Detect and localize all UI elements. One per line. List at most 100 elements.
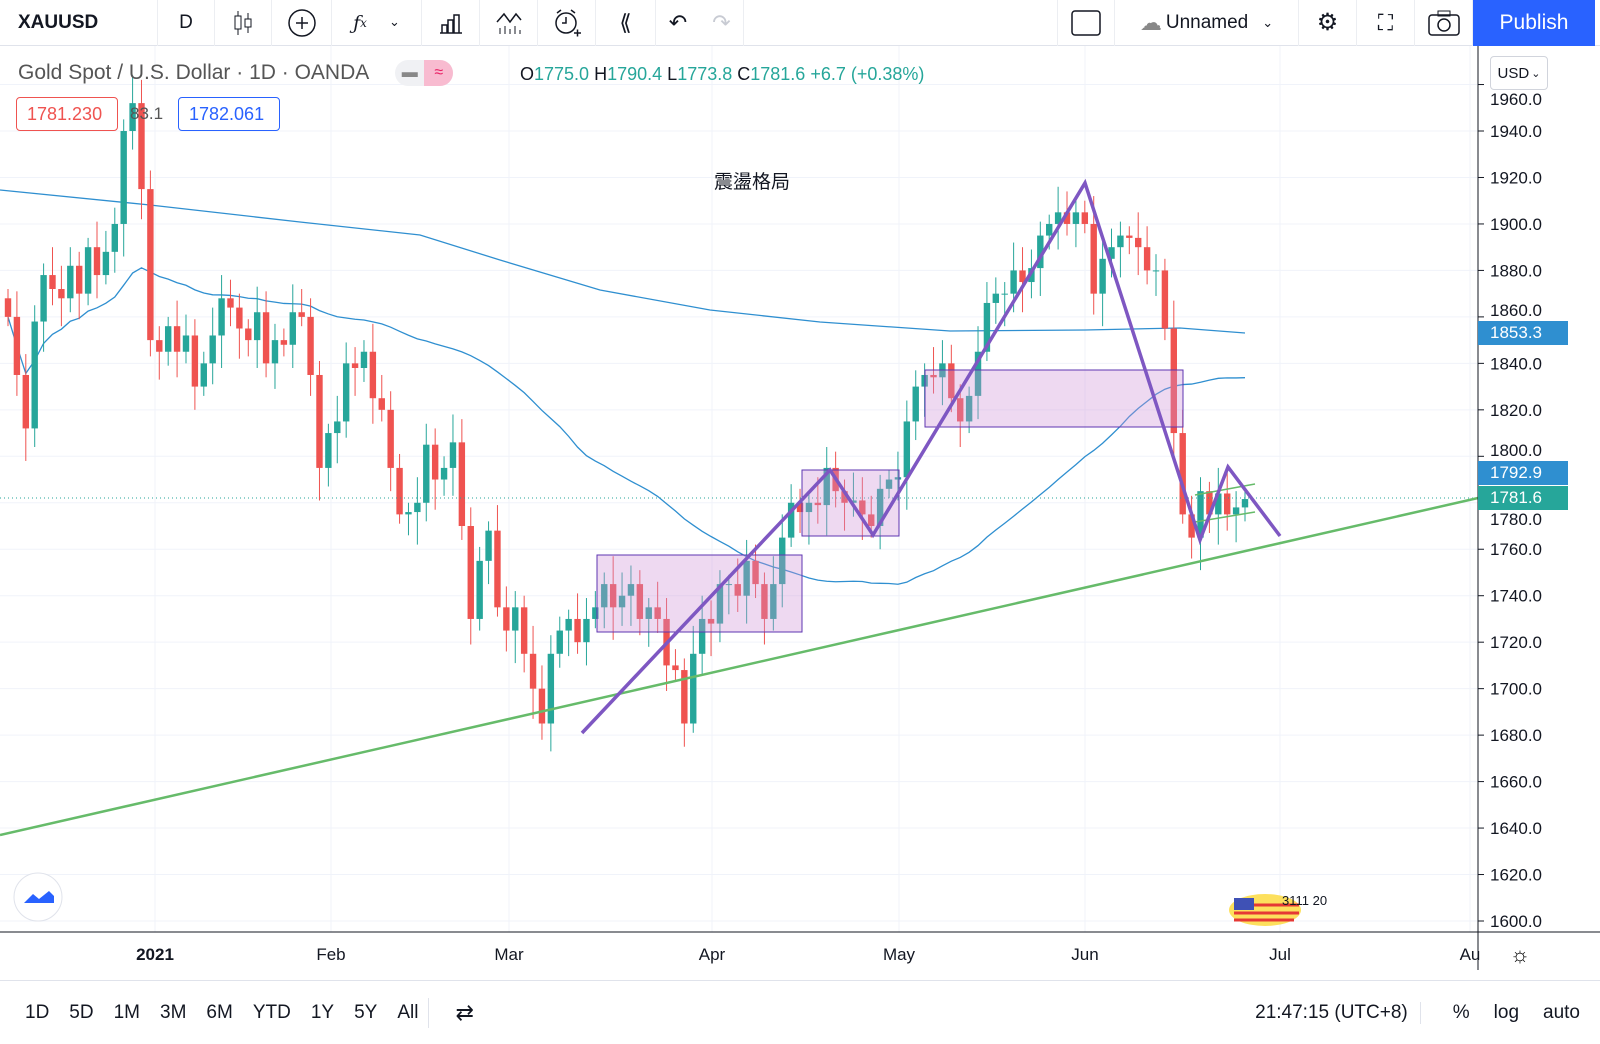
range-box-3[interactable] — [924, 369, 1184, 428]
templates-icon[interactable] — [480, 0, 538, 46]
clock[interactable]: 21:47:15 (UTC+8) — [1243, 1001, 1421, 1024]
candle — [84, 237, 92, 306]
price-label-ma-short: 1792.9 — [1478, 461, 1568, 485]
candle — [138, 79, 145, 220]
auto-toggle[interactable]: auto — [1543, 1001, 1580, 1023]
candle — [565, 609, 572, 657]
candle — [992, 277, 1000, 324]
price-tick-label: 1760.0 — [1490, 540, 1542, 559]
price-tick-label: 1840.0 — [1490, 354, 1542, 373]
buy-button[interactable]: 1782.061 — [178, 97, 280, 131]
range-6m[interactable]: 6M — [206, 1001, 233, 1023]
candle — [307, 298, 314, 396]
candle — [1054, 186, 1062, 250]
candle — [538, 665, 546, 740]
candle — [218, 275, 225, 369]
annotation-text[interactable]: 震盪格局 — [714, 170, 790, 193]
range-ytd[interactable]: YTD — [252, 1001, 291, 1023]
candlestick-icon[interactable] — [215, 0, 272, 46]
fullscreen-icon[interactable]: ⛶ — [1357, 0, 1415, 46]
price-axis[interactable]: 1600.0 1620.0 1640.0 1660.0 1680.0 1700.0 1720… — [1478, 84, 1542, 931]
range-3m[interactable]: 3M — [160, 1001, 187, 1023]
candle — [236, 293, 243, 359]
watermark-logo: 3111 20 — [1229, 893, 1327, 926]
sell-button[interactable]: 1781.230 — [16, 97, 118, 131]
candle — [253, 286, 261, 369]
price-tick-label: 1820.0 — [1490, 401, 1542, 420]
candle — [13, 291, 21, 396]
publish-button[interactable]: Publish — [1473, 0, 1595, 46]
candle — [823, 447, 830, 536]
candle — [654, 581, 661, 633]
chevron-down-icon[interactable]: ⌄ — [388, 15, 400, 30]
date-range-icon[interactable]: ⇄ — [455, 999, 474, 1025]
drawings[interactable]: 震盪格局 — [0, 170, 1479, 837]
axis-settings-icon[interactable]: ☼ — [1510, 942, 1530, 967]
log-toggle[interactable]: log — [1493, 1001, 1520, 1023]
candle — [974, 326, 982, 420]
time-tick-label: Mar — [494, 945, 524, 964]
range-box-1[interactable] — [596, 554, 803, 633]
time-axis[interactable]: 2021 Feb Mar Apr May Jun Jul Au — [136, 945, 1480, 964]
range-1d[interactable]: 1D — [25, 1001, 50, 1023]
ma-long-line — [0, 189, 1246, 334]
candle — [841, 479, 848, 531]
undo-icon[interactable]: ↶ — [668, 9, 688, 35]
candle — [262, 291, 270, 378]
ma-short-line — [7, 267, 1246, 585]
candle — [93, 221, 101, 299]
candle — [903, 400, 911, 510]
price-tick-label: 1740.0 — [1490, 587, 1542, 606]
legend-toggle[interactable]: ▬ ≈ — [395, 60, 454, 86]
range-all[interactable]: All — [397, 1001, 419, 1023]
candle — [298, 289, 305, 327]
add-compare-icon[interactable] — [272, 0, 332, 46]
candle — [147, 170, 154, 357]
zigzag-line[interactable] — [580, 178, 1282, 735]
price-tick-label: 1800.0 — [1490, 441, 1542, 460]
alert-icon[interactable] — [538, 0, 596, 46]
price-chart[interactable]: 震盪格局 1600.0 1620.0 1640.0 1660.0 1680.0 1700.… — [0, 46, 1600, 980]
currency-select[interactable]: USD ⌄ — [1490, 56, 1548, 90]
candle — [1099, 235, 1106, 327]
rectangle-icon[interactable] — [1057, 0, 1115, 46]
bottom-toolbar: 1D 5D 1M 3M 6M YTD 1Y 5Y All ⇄ 21:47:15 (UTC+8) … — [0, 980, 1600, 1044]
price-tick-label: 1660.0 — [1490, 773, 1542, 792]
candle — [779, 514, 786, 608]
candle — [609, 556, 617, 640]
indicators-icon[interactable]: ƒ x ⌄ — [332, 0, 422, 46]
redo-icon[interactable]: ↷ — [700, 0, 744, 46]
symbol-search[interactable]: XAUUSD — [0, 0, 158, 46]
replay-icon[interactable]: ⟪ — [596, 0, 656, 46]
candle — [173, 300, 181, 378]
candle — [520, 595, 528, 673]
price-tick-label: 1940.0 — [1490, 122, 1542, 141]
spread-value: 83.1 — [130, 104, 164, 123]
tradingview-logo[interactable] — [13, 872, 63, 922]
candle — [191, 319, 199, 410]
layout-menu[interactable]: ☁ Unnamed ⌄ — [1115, 0, 1299, 46]
price-tick-label: 1880.0 — [1490, 261, 1542, 280]
candle — [957, 384, 964, 448]
candle — [512, 591, 519, 664]
percent-toggle[interactable]: % — [1452, 1001, 1470, 1023]
support-trendline[interactable] — [0, 496, 1479, 837]
financials-icon[interactable] — [422, 0, 480, 46]
candle — [334, 395, 341, 464]
interval-button[interactable]: D — [158, 0, 215, 46]
symbol-title[interactable]: Gold Spot / U.S. Dollar · 1D · OANDA — [18, 61, 370, 84]
candle — [351, 347, 359, 396]
camera-icon[interactable] — [1415, 0, 1473, 46]
range-1y[interactable]: 1Y — [310, 1001, 335, 1023]
candle — [716, 570, 724, 643]
candle — [111, 207, 118, 273]
range-1m[interactable]: 1M — [113, 1001, 140, 1023]
top-toolbar: XAUUSD D ƒ x ⌄ ⟪ ↶ ↷ ☁ Unnamed ⌄ ⚙ ⛶ Publish — [0, 0, 1600, 46]
candle — [770, 556, 777, 631]
moving-averages — [0, 189, 1246, 585]
settings-icon[interactable]: ⚙ — [1299, 0, 1357, 46]
price-label-last: 1781.6 — [1478, 486, 1568, 510]
candle — [289, 284, 296, 369]
range-5y[interactable]: 5Y — [354, 1001, 378, 1023]
range-5d[interactable]: 5D — [69, 1001, 94, 1023]
